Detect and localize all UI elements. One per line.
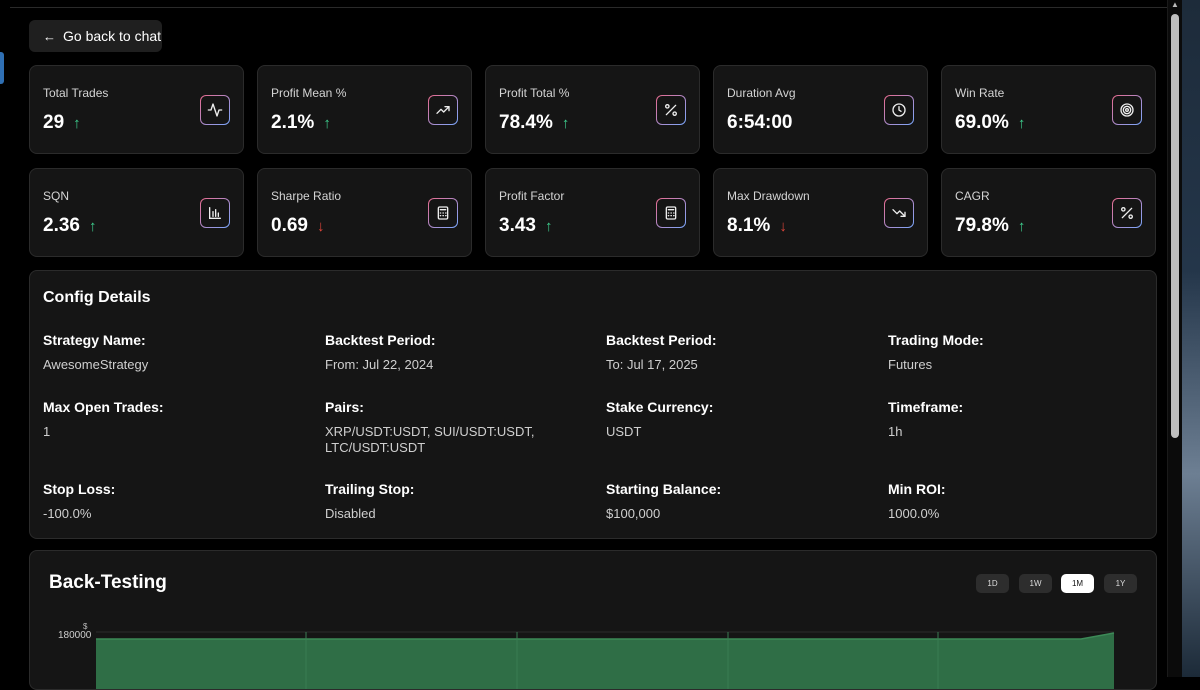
y-axis-tick: 180000: [58, 630, 92, 641]
calculator-icon: [656, 198, 686, 228]
target-icon: [1112, 95, 1142, 125]
stat-card-sqn: SQN 2.36 ↑: [29, 168, 244, 257]
stat-label: Max Drawdown: [727, 189, 810, 203]
stat-value: 2.36 ↑: [43, 215, 97, 236]
balance-line: [96, 632, 1115, 640]
stat-label: Duration Avg: [727, 86, 796, 100]
stat-value: 69.0% ↑: [955, 112, 1026, 133]
config-starting-balance: Starting Balance: $100,000: [606, 481, 722, 521]
y-axis-unit: $: [83, 622, 88, 631]
config-title: Config Details: [43, 289, 151, 306]
trending-down-icon: [884, 198, 914, 228]
calculator-icon: [428, 198, 458, 228]
timeframe-1w-button[interactable]: 1W: [1019, 574, 1052, 593]
arrow-up-icon: ↑: [561, 114, 570, 132]
arrow-left-icon: ←: [43, 28, 56, 44]
config-pairs: Pairs: XRP/USDT:USDT, SUI/USDT:USDT, LTC…: [325, 399, 535, 455]
trending-up-icon: [428, 95, 458, 125]
stat-card-total-trades: Total Trades 29 ↑: [29, 65, 244, 154]
arrow-up-icon: ↑: [1017, 114, 1026, 132]
stat-label: Sharpe Ratio: [271, 189, 342, 203]
left-edge-accent: [0, 52, 4, 84]
config-details-panel: Config Details Strategy Name: AwesomeStr…: [29, 270, 1157, 539]
config-backtest-period-from: Backtest Period: From: Jul 22, 2024: [325, 332, 436, 372]
stat-card-profit-factor: Profit Factor 3.43 ↑: [485, 168, 700, 257]
config-stop-loss: Stop Loss: -100.0%: [43, 481, 116, 521]
arrow-up-icon: ↑: [1017, 217, 1026, 235]
stat-value: 79.8% ↑: [955, 215, 1026, 236]
stat-value: 2.1% ↑: [271, 112, 331, 133]
go-back-to-chat-button[interactable]: ← Go back to chat: [29, 20, 162, 52]
stat-label: Win Rate: [955, 86, 1005, 100]
stat-label: Profit Total %: [499, 86, 570, 100]
stat-value: 78.4% ↑: [499, 112, 570, 133]
stat-card-max-drawdown: Max Drawdown 8.1% ↓: [713, 168, 928, 257]
go-back-label: Go back to chat: [63, 28, 162, 44]
percent-icon: [656, 95, 686, 125]
stat-value: 29 ↑: [43, 112, 81, 133]
bar-chart-icon: [200, 198, 230, 228]
config-min-roi: Min ROI: 1000.0%: [888, 481, 946, 521]
config-max-open-trades: Max Open Trades: 1: [43, 399, 164, 439]
stat-card-profit-total: Profit Total % 78.4% ↑: [485, 65, 700, 154]
arrow-up-icon: ↑: [544, 217, 553, 235]
stat-value: 8.1% ↓: [727, 215, 787, 236]
back-testing-panel: Back-Testing 1D 1W 1M 1Y $ 180000: [29, 550, 1157, 690]
top-divider: [10, 7, 1180, 8]
balance-area: [96, 633, 1114, 689]
timeframe-1m-button[interactable]: 1M: [1061, 574, 1094, 593]
config-backtest-period-to: Backtest Period: To: Jul 17, 2025: [606, 332, 717, 372]
timeframe-1y-button[interactable]: 1Y: [1104, 574, 1137, 593]
arrow-down-icon: ↓: [316, 217, 325, 235]
stat-card-duration-avg: Duration Avg 6:54:00: [713, 65, 928, 154]
stat-value: 0.69 ↓: [271, 215, 325, 236]
config-trading-mode: Trading Mode: Futures: [888, 332, 984, 372]
stat-label: Profit Mean %: [271, 86, 347, 100]
stat-card-profit-mean: Profit Mean % 2.1% ↑: [257, 65, 472, 154]
stat-label: Profit Factor: [499, 189, 565, 203]
desktop-background-edge: [1182, 0, 1200, 677]
back-testing-title: Back-Testing: [49, 572, 167, 593]
config-strategy-name: Strategy Name: AwesomeStrategy: [43, 332, 149, 372]
stat-card-cagr: CAGR 79.8% ↑: [941, 168, 1156, 257]
balance-area-chart: [96, 631, 1115, 689]
stat-label: SQN: [43, 189, 70, 203]
clock-icon: [884, 95, 914, 125]
scroll-up-icon[interactable]: ▲: [1171, 0, 1179, 9]
timeframe-1d-button[interactable]: 1D: [976, 574, 1009, 593]
percent-icon: [1112, 198, 1142, 228]
stat-value: 3.43 ↑: [499, 215, 553, 236]
arrow-up-icon: ↑: [323, 114, 331, 132]
stat-card-sharpe-ratio: Sharpe Ratio 0.69 ↓: [257, 168, 472, 257]
stat-card-win-rate: Win Rate 69.0% ↑: [941, 65, 1156, 154]
page-scrollbar[interactable]: ▲: [1167, 0, 1182, 677]
config-timeframe: Timeframe: 1h: [888, 399, 964, 439]
arrow-up-icon: ↑: [88, 217, 97, 235]
activity-icon: [200, 95, 230, 125]
stat-value: 6:54:00: [727, 112, 793, 133]
config-trailing-stop: Trailing Stop: Disabled: [325, 481, 415, 521]
config-stake-currency: Stake Currency: USDT: [606, 399, 714, 439]
arrow-down-icon: ↓: [779, 217, 787, 235]
stat-label: Total Trades: [43, 86, 109, 100]
scrollbar-thumb[interactable]: [1171, 14, 1179, 438]
stat-label: CAGR: [955, 189, 990, 203]
arrow-up-icon: ↑: [73, 114, 81, 132]
